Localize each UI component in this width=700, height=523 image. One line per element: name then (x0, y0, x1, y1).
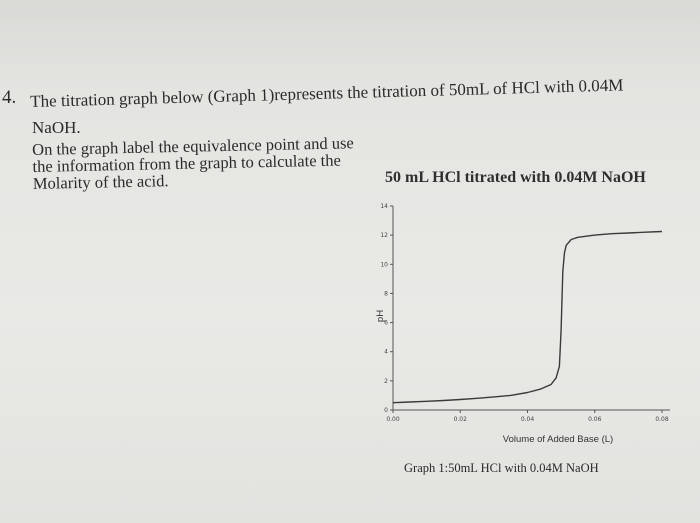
x-axis-title: Volume of Added Base (L) (503, 434, 613, 445)
x-tick-label: 0.02 (454, 416, 468, 423)
y-tick-label: 4 (384, 349, 388, 356)
titration-curve-0 (392, 230, 663, 404)
y-tick-label: 8 (384, 290, 388, 297)
question-text-line-2: NaOH. (32, 118, 81, 137)
y-tick-label: 2 (384, 378, 388, 385)
y-tick-label: 0 (384, 407, 388, 414)
y-tick-label: 6 (384, 320, 388, 327)
y-axis-title: pH (375, 310, 386, 322)
question-number: 4. (2, 87, 17, 108)
x-tick-label: 0.00 (386, 416, 400, 423)
y-tick-label: 14 (380, 203, 388, 210)
y-tick-label: 10 (380, 261, 388, 268)
graph-title: 50 mL HCl titrated with 0.04M NaOH (385, 169, 646, 186)
x-tick-label: 0.06 (588, 416, 602, 423)
graph-caption: Graph 1:50mL HCl with 0.04M NaOH (404, 461, 599, 475)
x-tick-label: 0.04 (521, 416, 535, 423)
x-tick-label: 0.08 (655, 416, 669, 423)
y-tick-label: 12 (380, 232, 388, 239)
